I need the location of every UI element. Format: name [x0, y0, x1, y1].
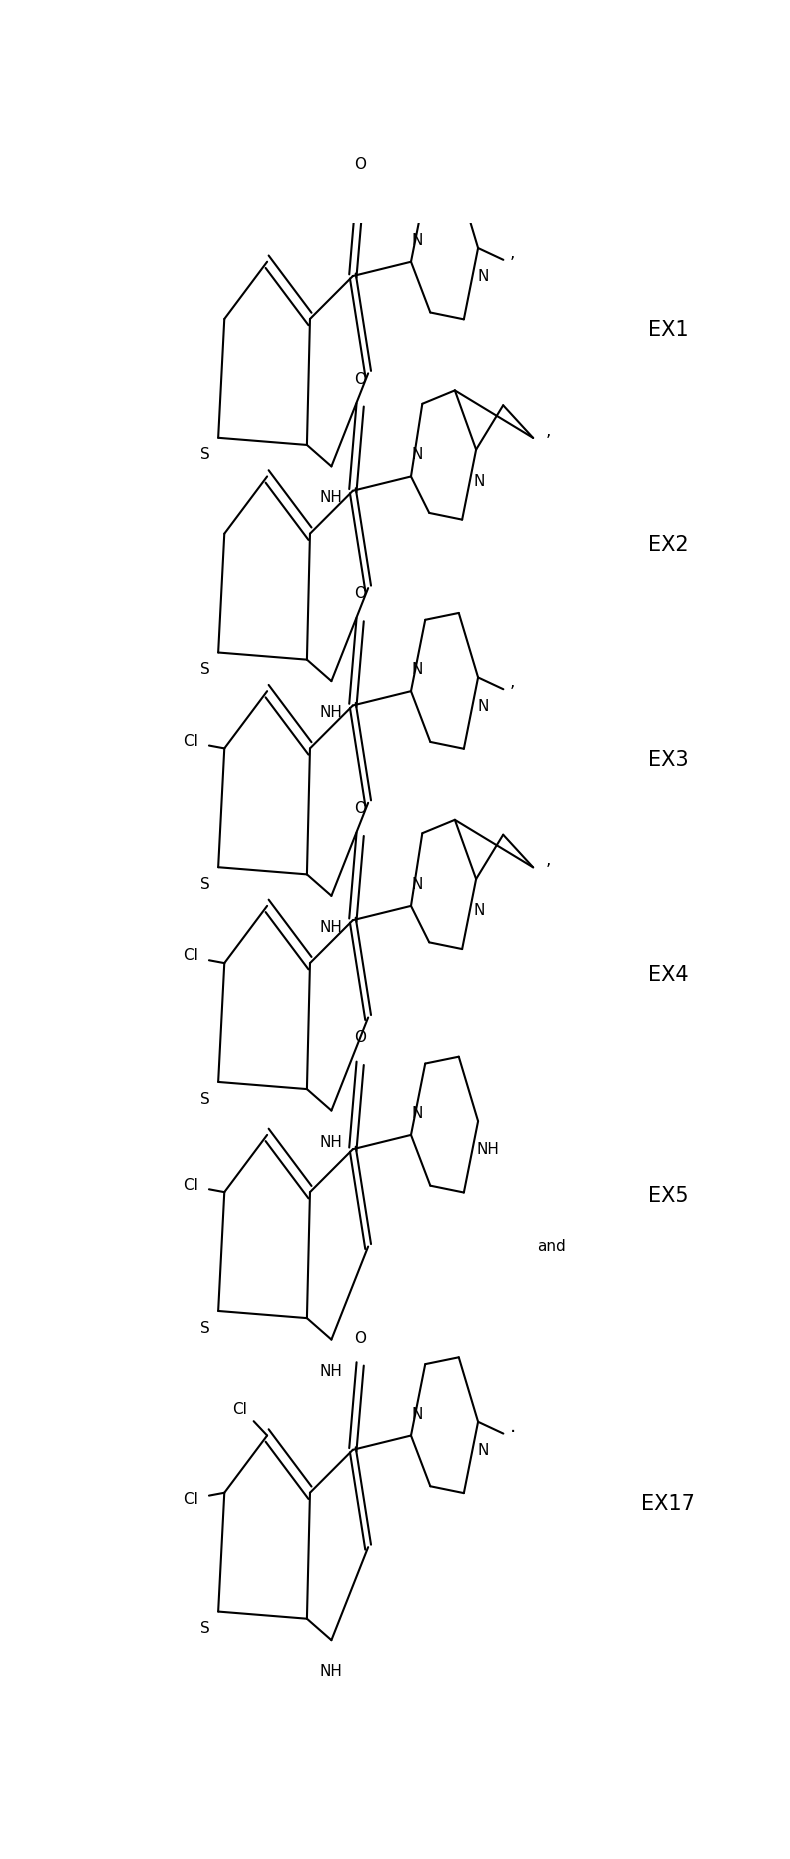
Text: ,: , — [510, 673, 515, 692]
Text: .: . — [510, 1417, 516, 1435]
Text: ,: , — [546, 422, 551, 441]
Text: N: N — [412, 662, 423, 677]
Text: EX17: EX17 — [641, 1495, 695, 1515]
Text: S: S — [200, 662, 209, 677]
Text: O: O — [354, 372, 367, 387]
Text: O: O — [354, 801, 367, 816]
Text: EX4: EX4 — [648, 965, 688, 985]
Text: S: S — [200, 877, 209, 892]
Text: EX3: EX3 — [648, 749, 688, 770]
Text: NH: NH — [320, 1664, 343, 1679]
Text: N: N — [477, 270, 489, 284]
Text: O: O — [354, 1030, 367, 1045]
Text: N: N — [473, 903, 485, 918]
Text: N: N — [477, 1443, 489, 1457]
Text: N: N — [412, 232, 423, 247]
Text: N: N — [412, 1106, 423, 1121]
Text: NH: NH — [320, 491, 343, 506]
Text: and: and — [537, 1240, 566, 1255]
Text: Cl: Cl — [183, 948, 198, 963]
Text: O: O — [354, 586, 367, 600]
Text: S: S — [200, 448, 209, 463]
Text: ,: , — [546, 851, 551, 870]
Text: NH: NH — [320, 1365, 343, 1379]
Text: EX5: EX5 — [648, 1186, 688, 1206]
Text: N: N — [412, 448, 423, 463]
Text: NH: NH — [320, 920, 343, 935]
Text: N: N — [412, 1407, 423, 1422]
Text: EX2: EX2 — [648, 535, 688, 556]
Text: Cl: Cl — [232, 1402, 247, 1417]
Text: NH: NH — [320, 705, 343, 719]
Text: N: N — [477, 699, 489, 714]
Text: O: O — [354, 156, 367, 171]
Text: S: S — [200, 1091, 209, 1106]
Text: NH: NH — [320, 1134, 343, 1149]
Text: ,: , — [510, 244, 515, 262]
Text: Cl: Cl — [183, 1493, 198, 1508]
Text: Cl: Cl — [183, 734, 198, 749]
Text: Cl: Cl — [183, 1177, 198, 1192]
Text: S: S — [200, 1320, 209, 1335]
Text: NH: NH — [476, 1141, 499, 1158]
Text: N: N — [473, 474, 485, 489]
Text: S: S — [200, 1621, 209, 1636]
Text: EX1: EX1 — [648, 320, 688, 340]
Text: O: O — [354, 1331, 367, 1346]
Text: N: N — [412, 877, 423, 892]
